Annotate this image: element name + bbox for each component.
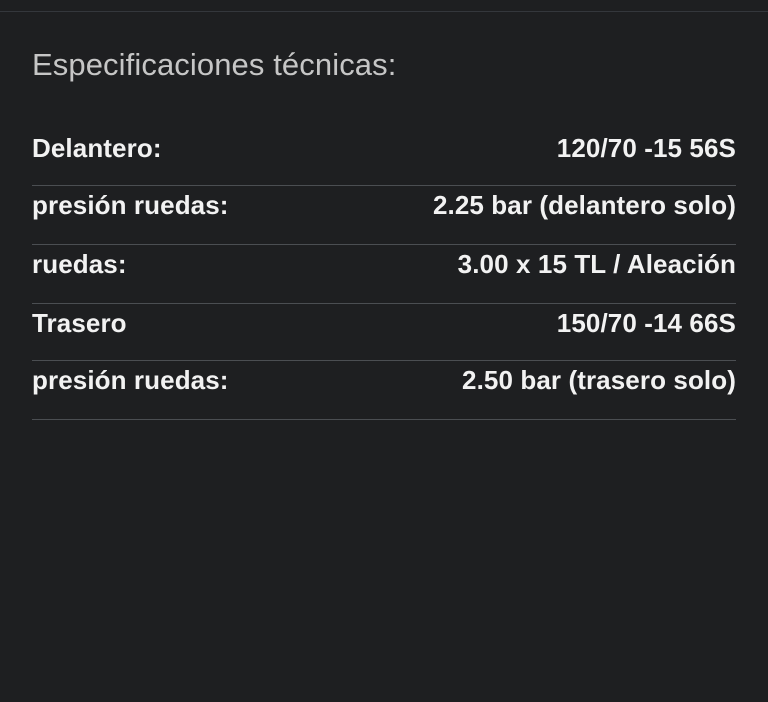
spec-label: ruedas: <box>32 248 127 279</box>
spec-label: Trasero <box>32 307 127 338</box>
spec-value: 2.50 bar (trasero solo) <box>462 364 736 395</box>
specifications-table: Delantero: 120/70 -15 56S presión ruedas… <box>32 129 736 457</box>
spec-value: 120/70 -15 56S <box>556 133 736 164</box>
table-row: presión ruedas: 2.50 bar (trasero solo) <box>32 361 736 420</box>
page-title: Especificaciones técnicas: <box>32 47 397 82</box>
table-row-clipped <box>32 420 736 458</box>
spec-value: 3.00 x 15 TL / Aleación <box>457 248 736 279</box>
table-row: Delantero: 120/70 -15 56S <box>32 129 736 187</box>
content-area: Especificaciones técnicas: Delantero: 12… <box>0 12 768 458</box>
spec-label: Delantero: <box>32 133 162 164</box>
table-row: ruedas: 3.00 x 15 TL / Aleación <box>32 245 736 304</box>
spec-label: presión ruedas: <box>32 364 229 395</box>
spec-value: 150/70 -14 66S <box>556 307 736 338</box>
table-row: presión ruedas: 2.25 bar (delantero solo… <box>32 186 736 245</box>
top-divider <box>0 11 768 12</box>
spec-value: 2.25 bar (delantero solo) <box>432 190 736 221</box>
table-row: Trasero 150/70 -14 66S <box>32 304 736 361</box>
spec-label: presión ruedas: <box>32 190 229 221</box>
